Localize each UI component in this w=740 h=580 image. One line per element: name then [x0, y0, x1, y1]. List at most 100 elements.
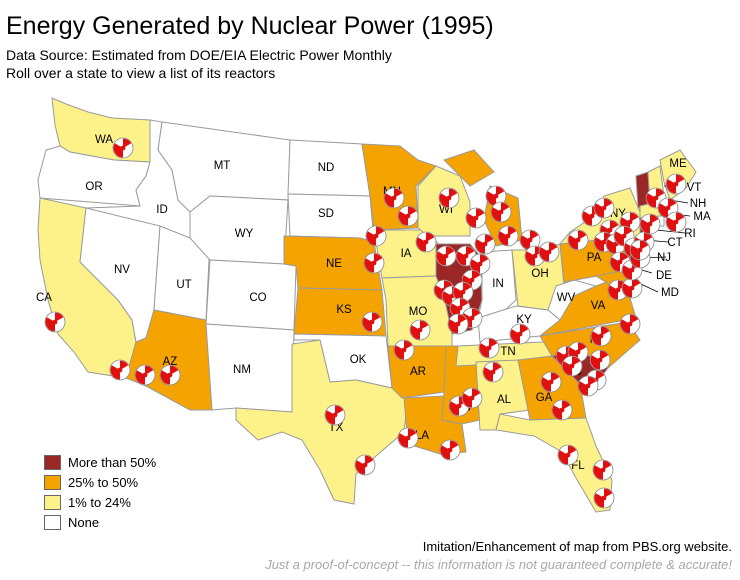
legend-label: 25% to 50% — [68, 474, 139, 490]
state-label-tn: TN — [500, 346, 515, 358]
state-label-ne: NE — [326, 258, 342, 270]
reactor-icon[interactable] — [540, 371, 562, 393]
reactor-icon[interactable] — [593, 487, 615, 509]
page-title: Energy Generated by Nuclear Power (1995) — [6, 12, 494, 40]
reactor-icon[interactable] — [538, 241, 560, 263]
reactor-icon[interactable] — [134, 364, 156, 386]
legend-swatch — [44, 514, 61, 530]
state-label-me: ME — [669, 158, 687, 170]
state-label-ri: RI — [684, 228, 696, 240]
reactor-icon[interactable] — [561, 355, 583, 377]
reactor-icon[interactable] — [324, 404, 346, 426]
legend-swatch — [44, 494, 61, 510]
state-label-in: IN — [492, 278, 504, 290]
reactor-icon[interactable] — [415, 231, 437, 253]
legend-item-25-to-50: 25% to 50% — [44, 472, 156, 492]
reactor-icon[interactable] — [465, 207, 487, 229]
reactor-icon[interactable] — [593, 197, 615, 219]
state-label-va: VA — [591, 300, 606, 312]
rollover-instruction: Roll over a state to view a list of its … — [6, 65, 276, 81]
state-label-mt: MT — [214, 160, 231, 172]
reactor-icon[interactable] — [393, 339, 415, 361]
legend-item-more-than-50: More than 50% — [44, 452, 156, 472]
reactor-icon[interactable] — [619, 313, 641, 335]
reactor-icon[interactable] — [461, 387, 483, 409]
reactor-icon[interactable] — [159, 364, 181, 386]
reactor-icon[interactable] — [589, 349, 611, 371]
reactor-icon[interactable] — [438, 187, 460, 209]
reactor-icon[interactable] — [665, 173, 687, 195]
state-label-oh: OH — [531, 268, 548, 280]
state-label-mo: MO — [409, 306, 428, 318]
state-label-ks: KS — [336, 304, 352, 316]
state-label-nd: ND — [318, 162, 335, 174]
reactor-icon[interactable] — [590, 325, 612, 347]
state-label-vt: VT — [687, 182, 702, 194]
reactor-icon[interactable] — [592, 459, 614, 481]
reactor-icon[interactable] — [409, 319, 431, 341]
legend-label: More than 50% — [68, 454, 157, 470]
reactor-icon[interactable] — [365, 225, 387, 247]
reactor-icon[interactable] — [490, 201, 512, 223]
reactor-icon[interactable] — [665, 211, 687, 233]
reactor-icon[interactable] — [383, 187, 405, 209]
reactor-icon[interactable] — [621, 277, 643, 299]
state-label-ky: KY — [516, 314, 532, 326]
state-label-sd: SD — [318, 208, 334, 220]
state-label-id: ID — [156, 204, 168, 216]
reactor-icon[interactable] — [354, 454, 376, 476]
reactor-icon[interactable] — [439, 439, 461, 461]
state-label-de: DE — [656, 270, 672, 282]
legend-swatch — [44, 474, 61, 490]
state-label-ar: AR — [410, 366, 426, 378]
reactor-icon[interactable] — [397, 427, 419, 449]
state-label-ia: IA — [401, 248, 412, 260]
reactor-icon[interactable] — [361, 311, 383, 333]
state-label-nv: NV — [114, 264, 130, 276]
reactor-icon[interactable] — [435, 245, 457, 267]
legend-item-1-to-24: 1% to 24% — [44, 492, 156, 512]
legend-item-none: None — [44, 512, 156, 532]
legend: More than 50% 25% to 50% 1% to 24% None — [44, 452, 156, 532]
reactor-icon[interactable] — [567, 229, 589, 251]
state-label-co: CO — [249, 292, 266, 304]
data-source-subtitle: Data Source: Estimated from DOE/EIA Elec… — [6, 47, 392, 63]
reactor-icon[interactable] — [577, 375, 599, 397]
legend-label: None — [68, 514, 100, 530]
reactor-icon[interactable] — [474, 233, 496, 255]
legend-label: 1% to 24% — [68, 494, 131, 510]
reactor-icon[interactable] — [497, 225, 519, 247]
reactor-icon[interactable] — [639, 213, 661, 235]
state-label-ct: CT — [667, 237, 682, 249]
reactor-icon[interactable] — [629, 239, 651, 261]
reactor-icon[interactable] — [478, 337, 500, 359]
state-label-az: AZ — [163, 356, 178, 368]
reactor-icon[interactable] — [509, 323, 531, 345]
state-label-nm: NM — [233, 364, 251, 376]
state-co[interactable] — [205, 259, 297, 331]
state-label-nj: NJ — [657, 252, 671, 264]
state-label-ma: MA — [693, 211, 711, 223]
reactor-icon[interactable] — [551, 399, 573, 421]
legend-swatch — [44, 454, 61, 470]
state-label-ok: OK — [350, 354, 367, 366]
state-label-ut: UT — [176, 279, 191, 291]
reactor-icon[interactable] — [109, 359, 131, 381]
state-ut[interactable] — [153, 225, 211, 321]
reactor-icon[interactable] — [44, 311, 66, 333]
reactor-icon[interactable] — [447, 313, 469, 335]
credit-note: Imitation/Enhancement of map from PBS.or… — [422, 539, 732, 554]
reactor-icon[interactable] — [557, 444, 579, 466]
state-label-pa: PA — [587, 252, 602, 264]
reactor-icon[interactable] — [397, 205, 419, 227]
state-label-ca: CA — [36, 292, 52, 304]
state-mn[interactable] — [361, 143, 437, 231]
state-label-la: LA — [415, 430, 429, 442]
reactor-icon[interactable] — [363, 252, 385, 274]
reactor-icon[interactable] — [112, 137, 134, 159]
state-label-al: AL — [497, 394, 512, 406]
reactor-icon[interactable] — [482, 361, 504, 383]
state-label-wv: WV — [557, 292, 576, 304]
disclaimer-note: Just a proof-of-concept -- this informat… — [265, 557, 732, 572]
